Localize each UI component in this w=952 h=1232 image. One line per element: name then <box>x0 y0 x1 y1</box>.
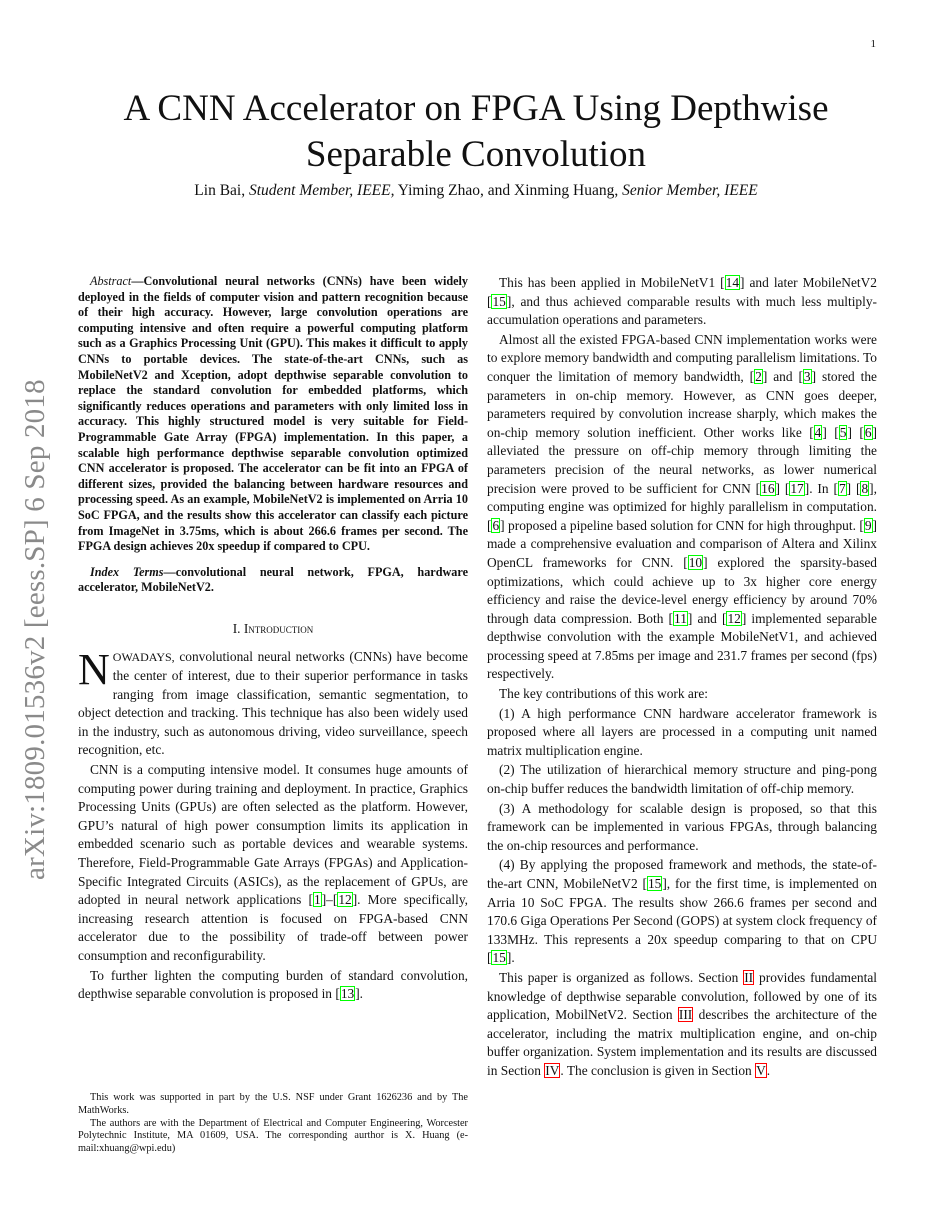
paragraph: (2) The utilization of hierarchical memo… <box>487 761 877 798</box>
citation-link[interactable]: 5 <box>838 424 848 440</box>
citation-link[interactable]: 15 <box>491 950 507 966</box>
text-run: provides fundamental knowledge of depthw… <box>487 969 877 1023</box>
citation-link[interactable]: 14 <box>724 275 741 290</box>
text-run: ], for the first time, is implemented on… <box>487 876 877 966</box>
citation-link[interactable]: 6 <box>863 424 873 440</box>
text-run: (2) The utilization of hierarchical memo… <box>487 762 877 797</box>
abstract-label: Abstract <box>90 274 132 288</box>
text-run: (1) A high performance CNN hardware acce… <box>487 705 877 758</box>
citation-link[interactable]: 6 <box>491 517 501 533</box>
citation-link[interactable]: 10 <box>687 554 704 570</box>
section-link[interactable]: II <box>743 969 755 985</box>
text-run: ] [ <box>822 424 839 440</box>
text-run: ] stored the parameters in on-chip memor… <box>487 368 877 440</box>
citation-link[interactable]: 7 <box>837 480 847 496</box>
author-role: Student Member, IEEE, <box>248 182 395 199</box>
paragraph: This has been applied in MobileNetV1 [14… <box>487 274 877 330</box>
author-role: Senior Member, IEEE <box>622 182 758 199</box>
citation-link[interactable]: 15 <box>491 293 507 309</box>
left-paragraphs: Nowadays, convolutional neural networks … <box>78 648 468 1003</box>
text-run: describes the architecture of the accele… <box>487 1007 877 1078</box>
citation-link[interactable]: 16 <box>760 480 776 496</box>
index-terms-text: —convolutional neural network, FPGA, har… <box>78 564 468 595</box>
section-link[interactable]: IV <box>544 1062 561 1078</box>
citation-link[interactable]: 11 <box>673 610 688 626</box>
left-column: Abstract—Convolutional neural networks (… <box>78 274 468 1005</box>
paragraph: (4) By applying the proposed framework a… <box>487 856 877 968</box>
text-run: To further lighten the computing burden … <box>78 967 468 1002</box>
text-run: CNN is a computing intensive model. It c… <box>78 762 468 908</box>
text-run: ] explored the sparsity-based optimizati… <box>487 554 877 626</box>
text-run: ] [ <box>775 480 790 496</box>
citation-link[interactable]: 12 <box>337 892 353 908</box>
text-run: (3) A methodology for scalable design is… <box>487 800 877 853</box>
text-run: ] alleviated the pressure on off-chip me… <box>487 424 877 496</box>
paper-title: A CNN Accelerator on FPGA Using Depthwis… <box>123 88 829 175</box>
citation-link[interactable]: 12 <box>726 610 742 626</box>
footnote-funding: This work was supported in part by the U… <box>78 1092 468 1116</box>
paragraph: Almost all the existed FPGA-based CNN im… <box>487 331 877 684</box>
paragraph: The key contributions of this work are: <box>487 685 877 704</box>
text-run: ] [ <box>847 424 864 440</box>
arxiv-stamp: arXiv:1809.01536v2 [eess.SP] 6 Sep 2018 <box>19 379 51 880</box>
footnotes: This work was supported in part by the U… <box>78 1092 468 1156</box>
citation-link[interactable]: 9 <box>863 517 873 533</box>
citation-link[interactable]: 8 <box>860 480 870 496</box>
author-line: Lin Bai, Student Member, IEEE, Yiming Zh… <box>60 182 892 200</box>
text-run: This paper is organized as follows. Sect… <box>499 969 744 985</box>
citation-link[interactable]: 3 <box>802 368 812 384</box>
text-run: ], and thus achieved comparable results … <box>487 293 877 328</box>
text-run: ] [ <box>846 480 861 496</box>
text-run: This has been applied in MobileNetV1 [ <box>499 275 725 290</box>
text-run: ]. In [ <box>804 480 838 496</box>
section-heading: I. Introduction <box>232 620 314 636</box>
text-run: ]. <box>506 950 515 966</box>
author-names: Yiming Zhao, and Xinming Huang, <box>394 182 623 199</box>
page-number: 1 <box>870 38 877 50</box>
text-run: convolutional neural networks (CNNs) hav… <box>78 649 468 758</box>
right-column: This has been applied in MobileNetV1 [14… <box>487 274 877 1082</box>
citation-link[interactable]: 1 <box>313 892 322 908</box>
section-link[interactable]: V <box>755 1062 767 1078</box>
author-name: Lin Bai, <box>194 182 249 199</box>
right-paragraphs: This has been applied in MobileNetV1 [14… <box>487 274 877 1081</box>
citation-link[interactable]: 2 <box>754 368 763 384</box>
text-run: ], computing engine was optimized for hi… <box>487 480 877 533</box>
text-run: ] made a comprehensive evaluation and co… <box>487 517 877 570</box>
text-run: The key contributions of this work are: <box>499 686 708 702</box>
paragraph: (3) A methodology for scalable design is… <box>487 800 877 856</box>
paragraph: This paper is organized as follows. Sect… <box>487 969 877 1081</box>
section-link[interactable]: III <box>677 1007 694 1023</box>
footnote-affiliation: The authors are with the Department of E… <box>78 1117 468 1155</box>
paragraph: Nowadays, convolutional neural networks … <box>78 648 468 760</box>
citation-link[interactable]: 4 <box>813 424 823 440</box>
drop-cap: N <box>78 645 110 695</box>
paragraph: CNN is a computing intensive model. It c… <box>78 761 468 966</box>
paragraph: To further lighten the computing burden … <box>78 967 468 1004</box>
text-run: ] implemented separable depthwise convol… <box>487 610 878 682</box>
index-terms: Index Terms—convolutional neural network… <box>78 565 468 596</box>
abstract: Abstract—Convolutional neural networks (… <box>78 274 468 555</box>
text-run: ] and [ <box>762 368 803 384</box>
text-run: (4) By applying the proposed framework a… <box>487 857 877 891</box>
citation-link[interactable]: 13 <box>339 986 356 1002</box>
citation-link[interactable]: 15 <box>646 876 663 891</box>
text-run: ] and [ <box>687 610 727 626</box>
text-run: Almost all the existed FPGA-based CNN im… <box>487 331 877 384</box>
citation-link[interactable]: 17 <box>789 480 805 496</box>
text-run: ] and later MobileNetV2 [ <box>487 275 877 309</box>
text-run: ] proposed a pipeline based solution for… <box>500 517 864 533</box>
abstract-text: —Convolutional neural networks (CNNs) ha… <box>78 274 468 554</box>
text-run: . The conclusion is given in Section <box>560 1062 756 1078</box>
paragraph: (1) A high performance CNN hardware acce… <box>487 705 877 761</box>
text-run: ]. <box>355 986 364 1002</box>
index-terms-label: Index Terms <box>90 564 164 579</box>
text-run: . <box>766 1062 771 1078</box>
text-run: ]. More specifically, increasing researc… <box>78 892 468 963</box>
text-run: ]–[ <box>321 892 338 908</box>
first-word: owadays, <box>112 650 175 665</box>
